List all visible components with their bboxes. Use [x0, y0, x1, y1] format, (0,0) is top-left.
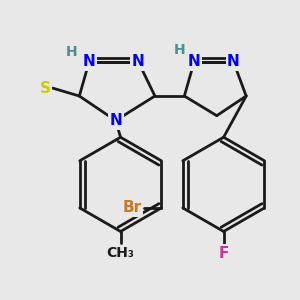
Text: N: N [188, 54, 200, 69]
Text: S: S [40, 81, 50, 96]
Text: CH₃: CH₃ [106, 246, 134, 260]
Text: N: N [227, 54, 240, 69]
Text: H: H [174, 43, 185, 57]
Text: Br: Br [122, 200, 142, 215]
Text: N: N [109, 113, 122, 128]
Text: N: N [132, 54, 145, 69]
Text: N: N [83, 54, 95, 69]
Text: F: F [218, 246, 229, 261]
Text: H: H [66, 45, 77, 59]
